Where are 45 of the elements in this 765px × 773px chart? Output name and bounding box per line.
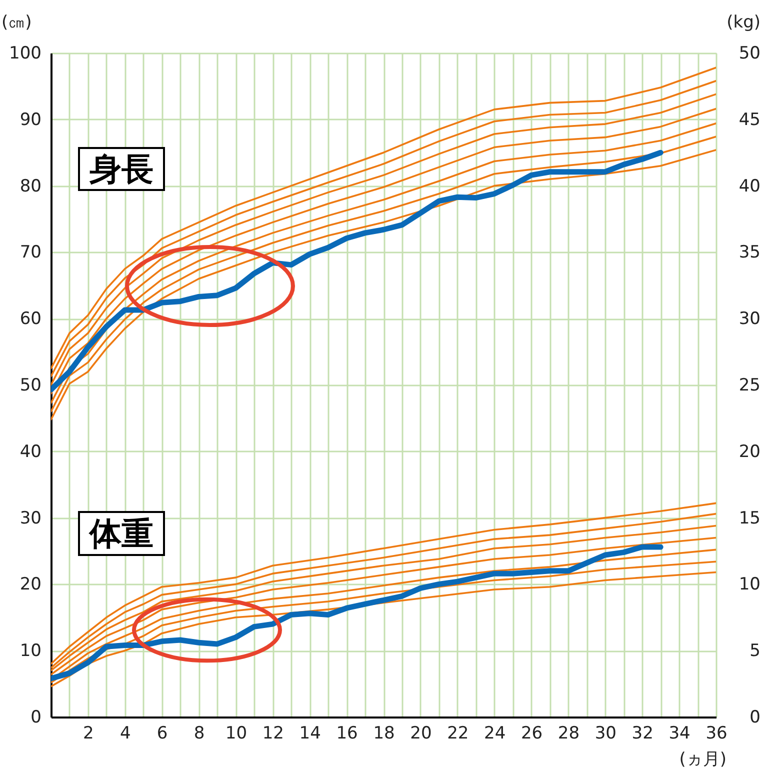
- x-tick-label: 32: [632, 724, 654, 744]
- x-tick-label: 26: [520, 724, 543, 744]
- y-tick-label: 100: [9, 44, 42, 64]
- y2-tick-label: 0: [750, 708, 760, 728]
- y-tick-label: 30: [20, 508, 42, 528]
- y2-tick-label: 5: [750, 641, 760, 662]
- x-tick-label: 16: [336, 724, 358, 744]
- y2-tick-label: 20: [738, 442, 760, 462]
- x-tick-label: 34: [668, 724, 690, 744]
- y2-tick-label: 30: [738, 309, 760, 330]
- y-tick-label: 50: [20, 376, 42, 396]
- y2-tick-label: 25: [738, 376, 760, 396]
- y2-axis-title: (kg): [726, 12, 760, 32]
- y-tick-label: 40: [20, 442, 42, 462]
- y-tick-label: 60: [20, 309, 42, 330]
- y-tick-label: 0: [30, 708, 42, 728]
- y-tick-label: 80: [20, 176, 42, 196]
- annotation: 身長: [88, 150, 154, 188]
- y2-tick-label: 10: [738, 574, 760, 595]
- x-tick-label: 2: [83, 724, 94, 744]
- y2-tick-label: 50: [738, 44, 760, 64]
- y2-tick-label: 35: [738, 242, 760, 263]
- x-tick-label: 22: [447, 724, 469, 744]
- y2-tick-label: 15: [738, 508, 760, 528]
- x-tick-label: 36: [706, 724, 728, 744]
- y-axis-title: (㎝): [2, 12, 32, 32]
- x-tick-label: 24: [484, 724, 506, 744]
- x-tick-label: 14: [299, 724, 321, 744]
- x-axis-title: (ヵ月): [679, 750, 726, 770]
- x-tick-label: 12: [262, 724, 284, 744]
- y-tick-label: 90: [20, 110, 42, 130]
- x-tick-label: 28: [558, 724, 580, 744]
- y-tick-label: 20: [20, 574, 42, 595]
- y2-tick-label: 45: [738, 110, 760, 130]
- y-tick-label: 10: [20, 641, 42, 662]
- x-tick-label: 18: [373, 724, 395, 744]
- annotation: 体重: [88, 514, 154, 552]
- x-tick-label: 8: [194, 724, 205, 744]
- y-tick-label: 70: [20, 242, 42, 263]
- x-tick-label: 6: [156, 724, 168, 744]
- x-tick-label: 20: [410, 724, 432, 744]
- x-tick-label: 4: [120, 724, 131, 744]
- x-tick-label: 10: [225, 724, 248, 744]
- x-tick-label: 30: [594, 724, 616, 744]
- y2-tick-label: 40: [738, 176, 760, 196]
